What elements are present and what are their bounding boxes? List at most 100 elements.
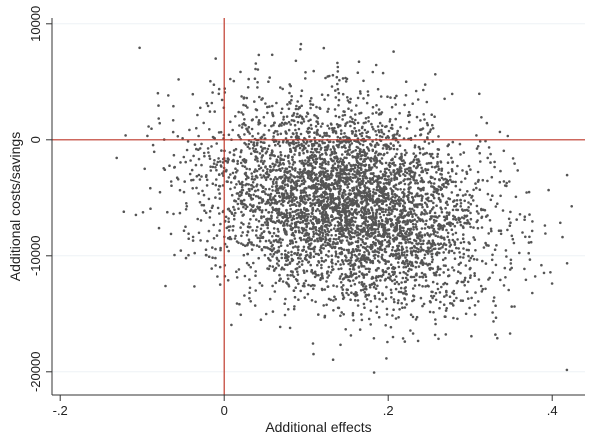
data-point [248,226,251,229]
data-point [366,224,370,227]
data-point [430,294,433,298]
data-point [257,53,261,57]
data-point [319,154,322,157]
data-point [462,151,466,154]
data-point [326,147,329,150]
data-point [291,158,294,161]
data-point [404,94,408,97]
data-point [347,168,351,172]
data-point [415,165,419,169]
data-point [327,255,330,258]
data-point [333,179,337,182]
data-point [494,263,498,267]
data-point [384,144,388,147]
data-point [344,259,347,262]
data-point [273,154,277,158]
data-point [377,239,380,243]
data-point [334,252,338,256]
data-point [493,248,497,251]
data-point [493,165,496,169]
data-point [366,90,370,93]
data-point [202,151,206,155]
data-point [187,253,190,257]
data-point [423,273,427,276]
data-point [312,222,315,226]
data-point [414,195,417,198]
data-point [278,238,281,242]
data-point [412,298,416,302]
data-point [208,157,212,160]
data-point [271,104,274,108]
data-point [348,267,352,271]
data-point [379,216,382,219]
data-point [365,273,369,276]
data-point [333,162,337,165]
data-point [348,203,352,206]
data-point [406,273,409,277]
data-point [459,153,462,156]
data-point [452,217,455,221]
data-point [363,226,366,230]
data-point [241,243,245,247]
data-point [419,213,423,216]
data-point [325,212,328,216]
data-point [306,209,310,212]
data-point [380,255,384,259]
data-point [248,132,251,135]
data-point [258,206,262,209]
data-point [447,221,450,225]
data-point [312,171,316,175]
data-point [473,238,477,241]
data-point [233,237,237,240]
data-point [476,170,480,174]
data-point [394,117,398,121]
data-point [456,317,459,321]
data-point [192,154,195,158]
data-point [453,243,457,246]
data-point [392,185,396,188]
data-point [445,186,448,189]
data-point [369,158,372,162]
data-point [315,157,319,161]
data-point [299,238,303,242]
data-point [395,152,398,156]
data-point [370,122,373,126]
data-point [234,234,237,238]
data-point [192,178,195,182]
data-point [257,219,261,223]
data-point [184,208,188,211]
data-point [242,122,246,126]
data-point [480,290,484,293]
data-point [394,221,398,225]
data-point [288,211,291,215]
data-point [241,180,244,184]
data-point [440,236,444,240]
data-point [255,183,259,186]
data-point [323,208,327,211]
data-point [359,289,363,292]
data-point [264,239,268,243]
data-point [424,279,428,282]
data-point [261,235,265,239]
data-point [287,160,290,163]
data-point [378,212,382,216]
data-point [339,157,342,160]
data-point [309,123,313,127]
data-point [334,114,338,118]
data-point [347,192,351,196]
data-point [474,182,477,185]
data-point [475,134,478,137]
data-point [277,191,281,195]
data-point [256,188,260,192]
data-point [328,192,332,196]
data-point [363,220,366,224]
data-point [347,275,351,279]
data-point [287,120,291,124]
data-point [410,250,414,254]
data-point [268,297,272,301]
data-point [175,176,179,179]
data-point [227,133,231,137]
data-point [297,256,300,260]
data-point [433,177,437,181]
data-point [328,177,331,181]
